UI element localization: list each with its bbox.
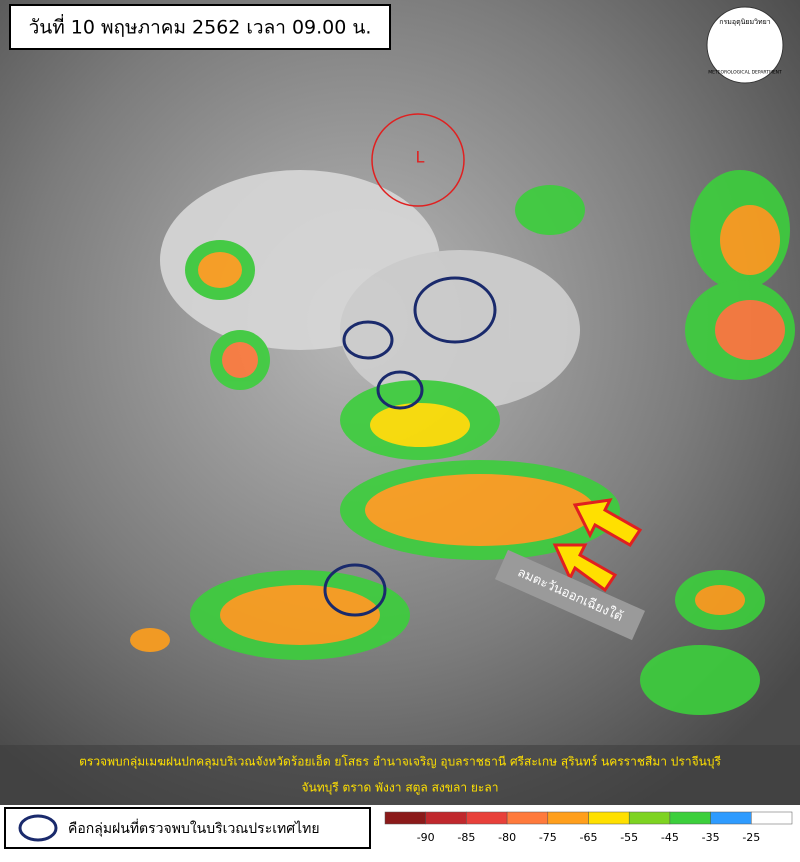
- scale-label: -65: [580, 831, 598, 844]
- scale-segment: [751, 811, 793, 825]
- title: วันที่ 10 พฤษภาคม 2562 เวลา 09.00 น.: [29, 14, 372, 39]
- color-scale: -90 -85 -80 -75 -65 -55 -45 -35 -25: [384, 811, 793, 844]
- logo: [706, 6, 784, 84]
- scale-label: -45: [661, 831, 679, 844]
- scale-label: -55: [620, 831, 638, 844]
- caption-line: ตรวจพบกลุ่มเมฆฝนปกคลุมบริเวณจังหวัดร้อยเ…: [79, 754, 721, 770]
- rain-cloud-outlines: [323, 276, 497, 617]
- scale-label: -75: [539, 831, 557, 844]
- legend-icon: [18, 814, 58, 842]
- caption-band: [0, 745, 800, 805]
- legend-label: คือกลุ่มฝนที่ตรวจพบในบริเวณประเทศไทย: [68, 819, 320, 837]
- low-pressure-circle: [371, 113, 465, 207]
- scale-segment: [588, 811, 630, 825]
- scale-label: -35: [702, 831, 720, 844]
- scale-segment: [466, 811, 508, 825]
- scale-label: -25: [742, 831, 760, 844]
- low-label: L: [416, 148, 425, 167]
- cloud-areas: [130, 170, 795, 715]
- scale-label: -85: [457, 831, 475, 844]
- scale-segment: [384, 811, 426, 825]
- scale-segment: [547, 811, 589, 825]
- scale-label: -90: [417, 831, 435, 844]
- caption-line: จันทบุรี ตราด พังงา สตูล สงขลา ยะลา: [302, 781, 499, 796]
- scale-segment: [425, 811, 467, 825]
- scale-segment: [506, 811, 549, 825]
- scale-segment: [628, 811, 671, 825]
- scale-segment: [710, 811, 752, 825]
- legend-box: [4, 807, 371, 849]
- scale-segment: [669, 811, 711, 825]
- scale-label: -80: [498, 831, 516, 844]
- logo-english: METEOROLOGICAL DEPARTMENT: [708, 70, 782, 76]
- wind-arrows: [552, 498, 643, 593]
- title-box: [9, 4, 391, 50]
- logo-thai: กรมอุตุนิยมวิทยา: [719, 18, 771, 26]
